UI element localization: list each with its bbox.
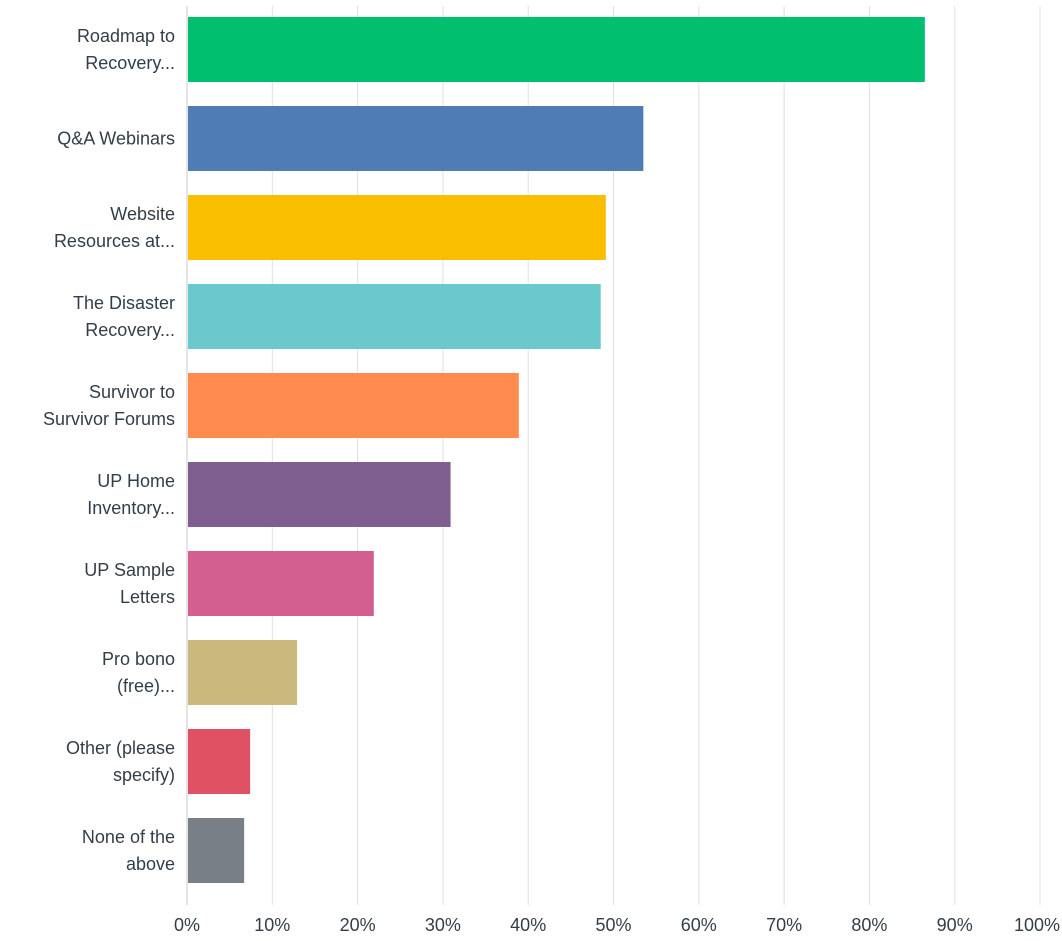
category-label: Q&A Webinars	[57, 129, 175, 149]
category-label-line: Website	[110, 204, 175, 224]
category-label-line: (free)...	[117, 676, 175, 696]
category-label: UP Sample Letters	[84, 560, 175, 607]
bar	[188, 373, 519, 438]
category-label-line: Letters	[120, 587, 175, 607]
category-label-line: Survivor to	[89, 382, 175, 402]
category-label-line: Other (please	[66, 738, 175, 758]
category-label-line: UP Home	[97, 471, 175, 491]
x-tick-label: 90%	[937, 915, 973, 935]
category-label: Survivor to Survivor Forums	[43, 382, 175, 429]
bar	[188, 462, 451, 527]
x-tick-label: 20%	[340, 915, 376, 935]
category-label: Other (please specify)	[66, 738, 175, 785]
x-tick-label: 30%	[425, 915, 461, 935]
category-label-line: Pro bono	[102, 649, 175, 669]
category-label-line: None of the	[82, 827, 175, 847]
bar	[188, 17, 925, 82]
bar	[188, 106, 644, 171]
x-tick-label: 60%	[681, 915, 717, 935]
x-tick-label: 10%	[254, 915, 290, 935]
x-tick-label: 0%	[174, 915, 200, 935]
category-label-line: Recovery...	[85, 53, 175, 73]
x-tick-label: 40%	[510, 915, 546, 935]
category-labels: Roadmap to Recovery... Q&A Webinars Website…	[43, 26, 175, 874]
category-label-line: specify)	[113, 765, 175, 785]
bar	[188, 284, 601, 349]
category-label: Pro bono (free)...	[102, 649, 175, 696]
category-label: Roadmap to Recovery...	[77, 26, 175, 73]
category-label-line: UP Sample	[84, 560, 175, 580]
category-label-line: Inventory...	[87, 498, 175, 518]
x-tick-labels: 0% 10% 20% 30% 40% 50% 60% 70% 80% 90% 100%	[174, 915, 1060, 935]
x-tick-label: 80%	[851, 915, 887, 935]
x-tick-label: 100%	[1014, 915, 1060, 935]
bar	[188, 729, 251, 794]
bar	[188, 551, 374, 616]
bar	[188, 818, 245, 883]
bars	[188, 17, 925, 883]
category-label: Website Resources at...	[54, 204, 175, 251]
category-label-line: The Disaster	[73, 293, 175, 313]
category-label-line: Q&A Webinars	[57, 129, 175, 149]
category-label-line: Resources at...	[54, 231, 175, 251]
category-label: UP Home Inventory...	[87, 471, 175, 518]
category-label-line: Recovery...	[85, 320, 175, 340]
category-label-line: above	[126, 854, 175, 874]
category-label-line: Roadmap to	[77, 26, 175, 46]
x-tick-label: 70%	[766, 915, 802, 935]
category-label: None of the above	[82, 827, 175, 874]
x-tick-label: 50%	[595, 915, 631, 935]
bar	[188, 195, 606, 260]
category-label-line: Survivor Forums	[43, 409, 175, 429]
category-label: The Disaster Recovery...	[73, 293, 175, 340]
bar	[188, 640, 298, 705]
